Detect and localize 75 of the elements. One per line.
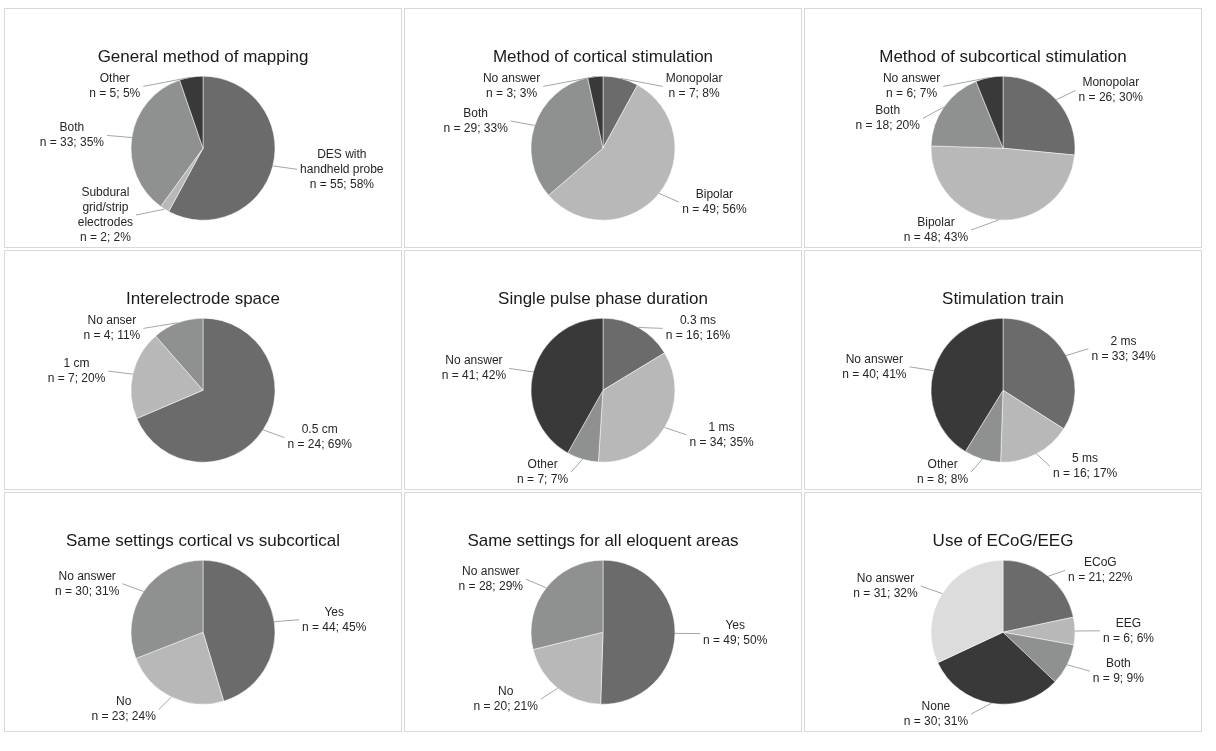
data-label: n = 20; 21% <box>473 698 539 713</box>
data-label: n = 48; 43% <box>903 229 969 244</box>
data-label: n = 8; 8% <box>917 471 969 486</box>
data-label: n = 6; 7% <box>886 86 938 101</box>
data-label: n = 6; 6% <box>1102 630 1155 645</box>
data-label: n = 24; 69% <box>287 437 353 452</box>
data-label: n = 33; 34% <box>1091 348 1157 363</box>
chart-title: Use of ECoG/EEG <box>932 530 1074 550</box>
chart-title: Same settings cortical vs subcortical <box>66 530 340 550</box>
slice-label: No answer <box>482 71 541 86</box>
slice-label: Other <box>99 71 130 86</box>
slice-label: None <box>921 698 951 713</box>
slice-label: No anser <box>87 313 137 328</box>
data-label: n = 9; 9% <box>1092 670 1145 685</box>
data-label: n = 30; 31% <box>903 713 969 728</box>
chart-title: Method of cortical stimulation <box>492 46 714 66</box>
data-label: n = 4; 11% <box>83 328 141 343</box>
slice-label: Monopolar <box>665 71 723 86</box>
data-label: n = 49; 50% <box>702 633 768 648</box>
slice-label: Monopolar <box>1082 75 1140 90</box>
slice-label: Yes <box>324 604 344 619</box>
data-label: n = 40; 41% <box>842 366 907 381</box>
data-label: n = 31; 32% <box>853 585 919 600</box>
slice-label: No answer <box>58 568 116 583</box>
chart-title: Single pulse phase duration <box>498 288 708 308</box>
slice-label: EEG <box>1115 615 1142 630</box>
slice-label: Bipolar <box>695 186 734 201</box>
data-label: n = 33; 35% <box>39 135 105 150</box>
data-label: n = 44; 45% <box>302 619 367 634</box>
data-label: n = 55; 58% <box>309 176 375 191</box>
slice-label: Both <box>1106 655 1131 670</box>
slice-label: 5 ms <box>1072 451 1099 466</box>
chart-title: Method of subcortical stimulation <box>879 46 1127 66</box>
slice-label: No <box>115 694 132 709</box>
chart-title: Interelectrode space <box>125 288 281 308</box>
slice-label: No answer <box>845 351 904 366</box>
data-label: n = 26; 30% <box>1078 90 1144 105</box>
data-label: n = 29; 33% <box>443 120 509 135</box>
data-label: n = 7; 8% <box>668 86 720 101</box>
chart-title: General method of mapping <box>97 46 309 66</box>
slice-label: No <box>498 683 514 698</box>
slice-label: 1 ms <box>708 419 735 434</box>
slice-label: Bipolar <box>917 214 955 229</box>
data-label: n = 21; 22% <box>1068 570 1133 585</box>
chart-title: Stimulation train <box>942 288 1064 308</box>
slice-label: 2 ms <box>1110 333 1137 348</box>
data-label: n = 34; 35% <box>689 434 755 449</box>
data-label: n = 16; 17% <box>1052 466 1118 481</box>
data-label: n = 5; 5% <box>89 86 141 101</box>
slice-label: Both <box>59 120 85 135</box>
slice-label: Other <box>927 456 958 471</box>
data-label: n = 16; 16% <box>665 328 731 343</box>
slice-label: Both <box>875 103 901 118</box>
data-label: n = 49; 56% <box>682 201 747 216</box>
data-label: n = 2; 2% <box>79 229 132 244</box>
data-label: n = 7; 20% <box>47 370 106 385</box>
slice-label: Both <box>463 105 488 120</box>
chart-title: Same settings for all eloquent areas <box>467 530 739 550</box>
slice-label: No answer <box>445 353 503 368</box>
slice-label: Other <box>527 456 558 471</box>
slice-label: No answer <box>462 564 520 579</box>
data-label: n = 7; 7% <box>517 471 569 486</box>
slice-label: Yes <box>725 618 745 633</box>
data-label: n = 30; 31% <box>54 583 120 598</box>
data-label: n = 3; 3% <box>486 86 538 101</box>
slice-label: ECoG <box>1083 555 1117 570</box>
data-label: n = 23; 24% <box>91 709 157 724</box>
slice-label: 0.3 ms <box>679 313 716 328</box>
data-label: n = 41; 42% <box>441 368 507 383</box>
slice-label: 1 cm <box>63 355 90 370</box>
data-label: n = 28; 29% <box>458 579 524 594</box>
slice-label: No answer <box>856 570 915 585</box>
slice-label: 0.5 cm <box>301 422 338 437</box>
slice-label: No answer <box>882 71 941 86</box>
data-label: n = 18; 20% <box>855 118 921 133</box>
